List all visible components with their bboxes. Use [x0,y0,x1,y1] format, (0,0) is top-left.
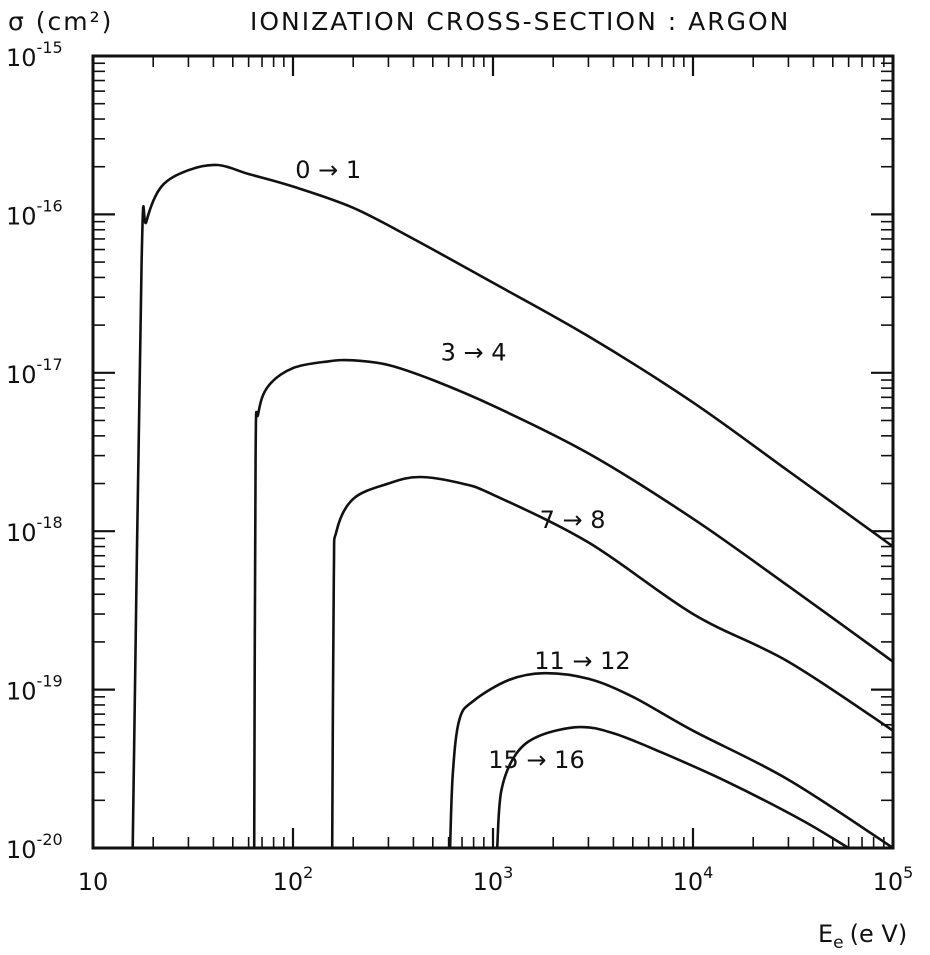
y-tick-label: 10-18 [6,513,63,547]
x-tick-labels: 10 102 103 104 105 [78,863,914,896]
x-tick-label: 105 [873,863,914,896]
plot-frame [91,54,895,850]
x-tick-label: 103 [473,863,514,896]
y-tick-label: 10-17 [6,355,63,389]
chart-title: IONIZATION CROSS-SECTION : ARGON [250,7,790,36]
x-tick-label: 102 [273,863,314,896]
y-tick-label: 10-15 [6,38,63,72]
y-tick-labels: 10-15 10-16 10-17 10-18 10-19 10-20 [6,38,63,864]
series-label-4: 15 → 16 [488,746,584,774]
series-curve-1 [252,358,895,850]
y-tick-label: 10-19 [6,672,63,706]
series-label-3: 11 → 12 [534,647,630,675]
curve-labels: 0 → 1 3 → 4 7 → 8 11 → 12 15 → 16 [295,156,630,774]
y-tick-label: 10-16 [6,196,63,230]
series-curve-0 [131,163,895,850]
series-label-0: 0 → 1 [295,156,361,184]
series-label-2: 7 → 8 [540,506,606,534]
series-curve-2 [330,475,895,850]
y-axis-label: σ (cm²) [8,7,113,36]
series-label-1: 3 → 4 [441,338,507,366]
x-axis-label: Ee (e V) [818,920,907,953]
series-curve-3 [448,671,895,850]
series-curve-4 [495,725,850,850]
tick-marks [93,56,893,848]
y-tick-label: 10-20 [6,830,63,864]
x-tick-label: 104 [673,863,714,896]
series-curves [131,163,895,850]
x-tick-label: 10 [78,868,109,896]
